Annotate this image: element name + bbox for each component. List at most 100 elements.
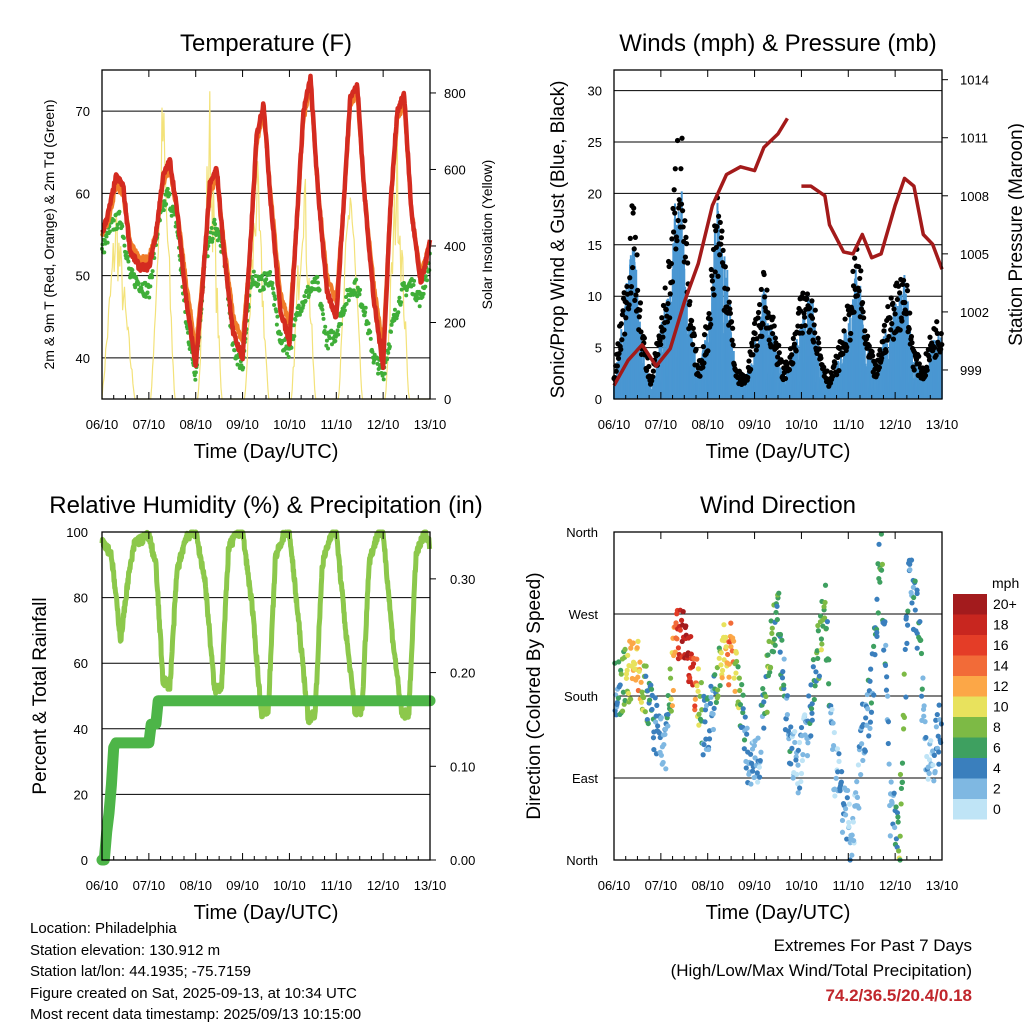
- gust-point: [894, 296, 900, 303]
- direction-point: [711, 705, 717, 712]
- direction-point: [637, 659, 643, 665]
- direction-point: [795, 747, 801, 753]
- direction-point: [772, 642, 778, 648]
- x-axis-label: Time (Day/UTC): [194, 902, 339, 924]
- direction-point: [830, 720, 836, 726]
- direction-point: [713, 699, 719, 705]
- precip-line: [96, 695, 436, 866]
- x-tick-label: 12/10: [879, 417, 912, 432]
- gust-point: [754, 343, 760, 349]
- direction-point: [902, 646, 908, 653]
- gust-point: [897, 290, 903, 296]
- direction-point: [921, 713, 927, 719]
- gust-point: [902, 299, 908, 306]
- direction-point: [757, 758, 763, 764]
- gust-point: [627, 235, 633, 241]
- gust-point: [679, 208, 686, 214]
- legend-label: 6: [993, 740, 1001, 756]
- direction-point: [934, 711, 940, 718]
- direction-point: [699, 707, 705, 713]
- gust-point: [712, 269, 718, 275]
- direction-point: [885, 719, 892, 725]
- direction-point: [842, 812, 849, 818]
- direction-point: [618, 671, 624, 677]
- direction-point: [726, 674, 732, 680]
- direction-point: [701, 741, 707, 748]
- y-tick-label: South: [564, 689, 598, 704]
- x-tick-label: 10/10: [785, 878, 818, 893]
- gust-point: [764, 287, 770, 293]
- dewpoint-point: [336, 332, 341, 337]
- gust-point: [673, 246, 679, 252]
- dewpoint-point: [148, 284, 153, 289]
- direction-point: [898, 785, 905, 792]
- gust-point: [924, 367, 930, 373]
- gust-point: [630, 210, 636, 216]
- direction-point: [903, 614, 909, 620]
- dewpoint-point: [293, 317, 298, 322]
- gust-point: [877, 347, 883, 353]
- direction-point: [846, 819, 852, 826]
- direction-point: [723, 634, 729, 640]
- gust-point: [693, 346, 699, 352]
- direction-point: [897, 771, 904, 778]
- dewpoint-point: [417, 304, 422, 309]
- direction-point: [658, 752, 664, 758]
- legend-label: 10: [993, 699, 1009, 715]
- gust-point: [669, 279, 676, 285]
- direction-point: [833, 775, 839, 781]
- gust-point: [690, 325, 696, 331]
- gust-point: [618, 321, 624, 327]
- dewpoint-point: [297, 312, 302, 317]
- gust-point: [860, 309, 866, 315]
- direction-point: [811, 696, 817, 703]
- gust-point: [890, 300, 896, 306]
- direction-point: [756, 764, 762, 770]
- gust-point: [934, 330, 940, 336]
- gust-point: [685, 260, 691, 266]
- recent-data-text: Most recent data timestamp: 2025/09/13 1…: [30, 1006, 362, 1023]
- gust-point: [622, 331, 628, 337]
- legend-swatch: [953, 737, 987, 758]
- dewpoint-point: [306, 293, 311, 298]
- gust-point: [899, 281, 906, 287]
- x-tick-label: 13/10: [414, 878, 447, 893]
- direction-point: [837, 788, 843, 794]
- direction-point: [667, 675, 674, 681]
- y-right-axis-label: Station Pressure (Maroon): [1006, 123, 1024, 346]
- legend-swatch: [953, 799, 987, 820]
- direction-point: [710, 726, 717, 733]
- gust-point: [634, 252, 640, 258]
- dewpoint-point: [397, 295, 402, 300]
- gust-point: [836, 345, 843, 351]
- location-text: Location: Philadelphia: [30, 920, 177, 937]
- direction-point: [936, 702, 942, 708]
- gust-point: [804, 291, 811, 297]
- gust-point: [672, 210, 678, 216]
- gust-point: [772, 335, 778, 341]
- direction-point: [744, 725, 750, 731]
- direction-point: [912, 607, 918, 613]
- gust-point: [931, 344, 938, 351]
- dewpoint-point: [358, 287, 363, 292]
- gust-point: [776, 350, 782, 356]
- direction-point: [715, 687, 721, 693]
- gust-point: [916, 353, 922, 359]
- direction-point: [860, 757, 866, 764]
- direction-point: [695, 666, 701, 672]
- direction-point: [688, 651, 694, 657]
- gust-point: [700, 344, 707, 350]
- dewpoint-point: [170, 204, 175, 209]
- gust-point: [755, 315, 761, 321]
- gust-point: [766, 337, 772, 343]
- humidity-precip-chart: 0 20 40 60 80 100 0.00 0.10 0.20 0.30 Relative Hum…: [30, 492, 483, 924]
- dewpoint-point: [164, 202, 169, 207]
- gust-point: [866, 343, 872, 349]
- y-axis-label: Percent & Total Rainfall: [30, 597, 51, 794]
- direction-point: [726, 661, 732, 667]
- direction-point: [883, 642, 889, 648]
- direction-point: [816, 673, 822, 679]
- gust-point: [834, 372, 840, 378]
- direction-point: [865, 706, 871, 712]
- direction-point: [917, 637, 923, 643]
